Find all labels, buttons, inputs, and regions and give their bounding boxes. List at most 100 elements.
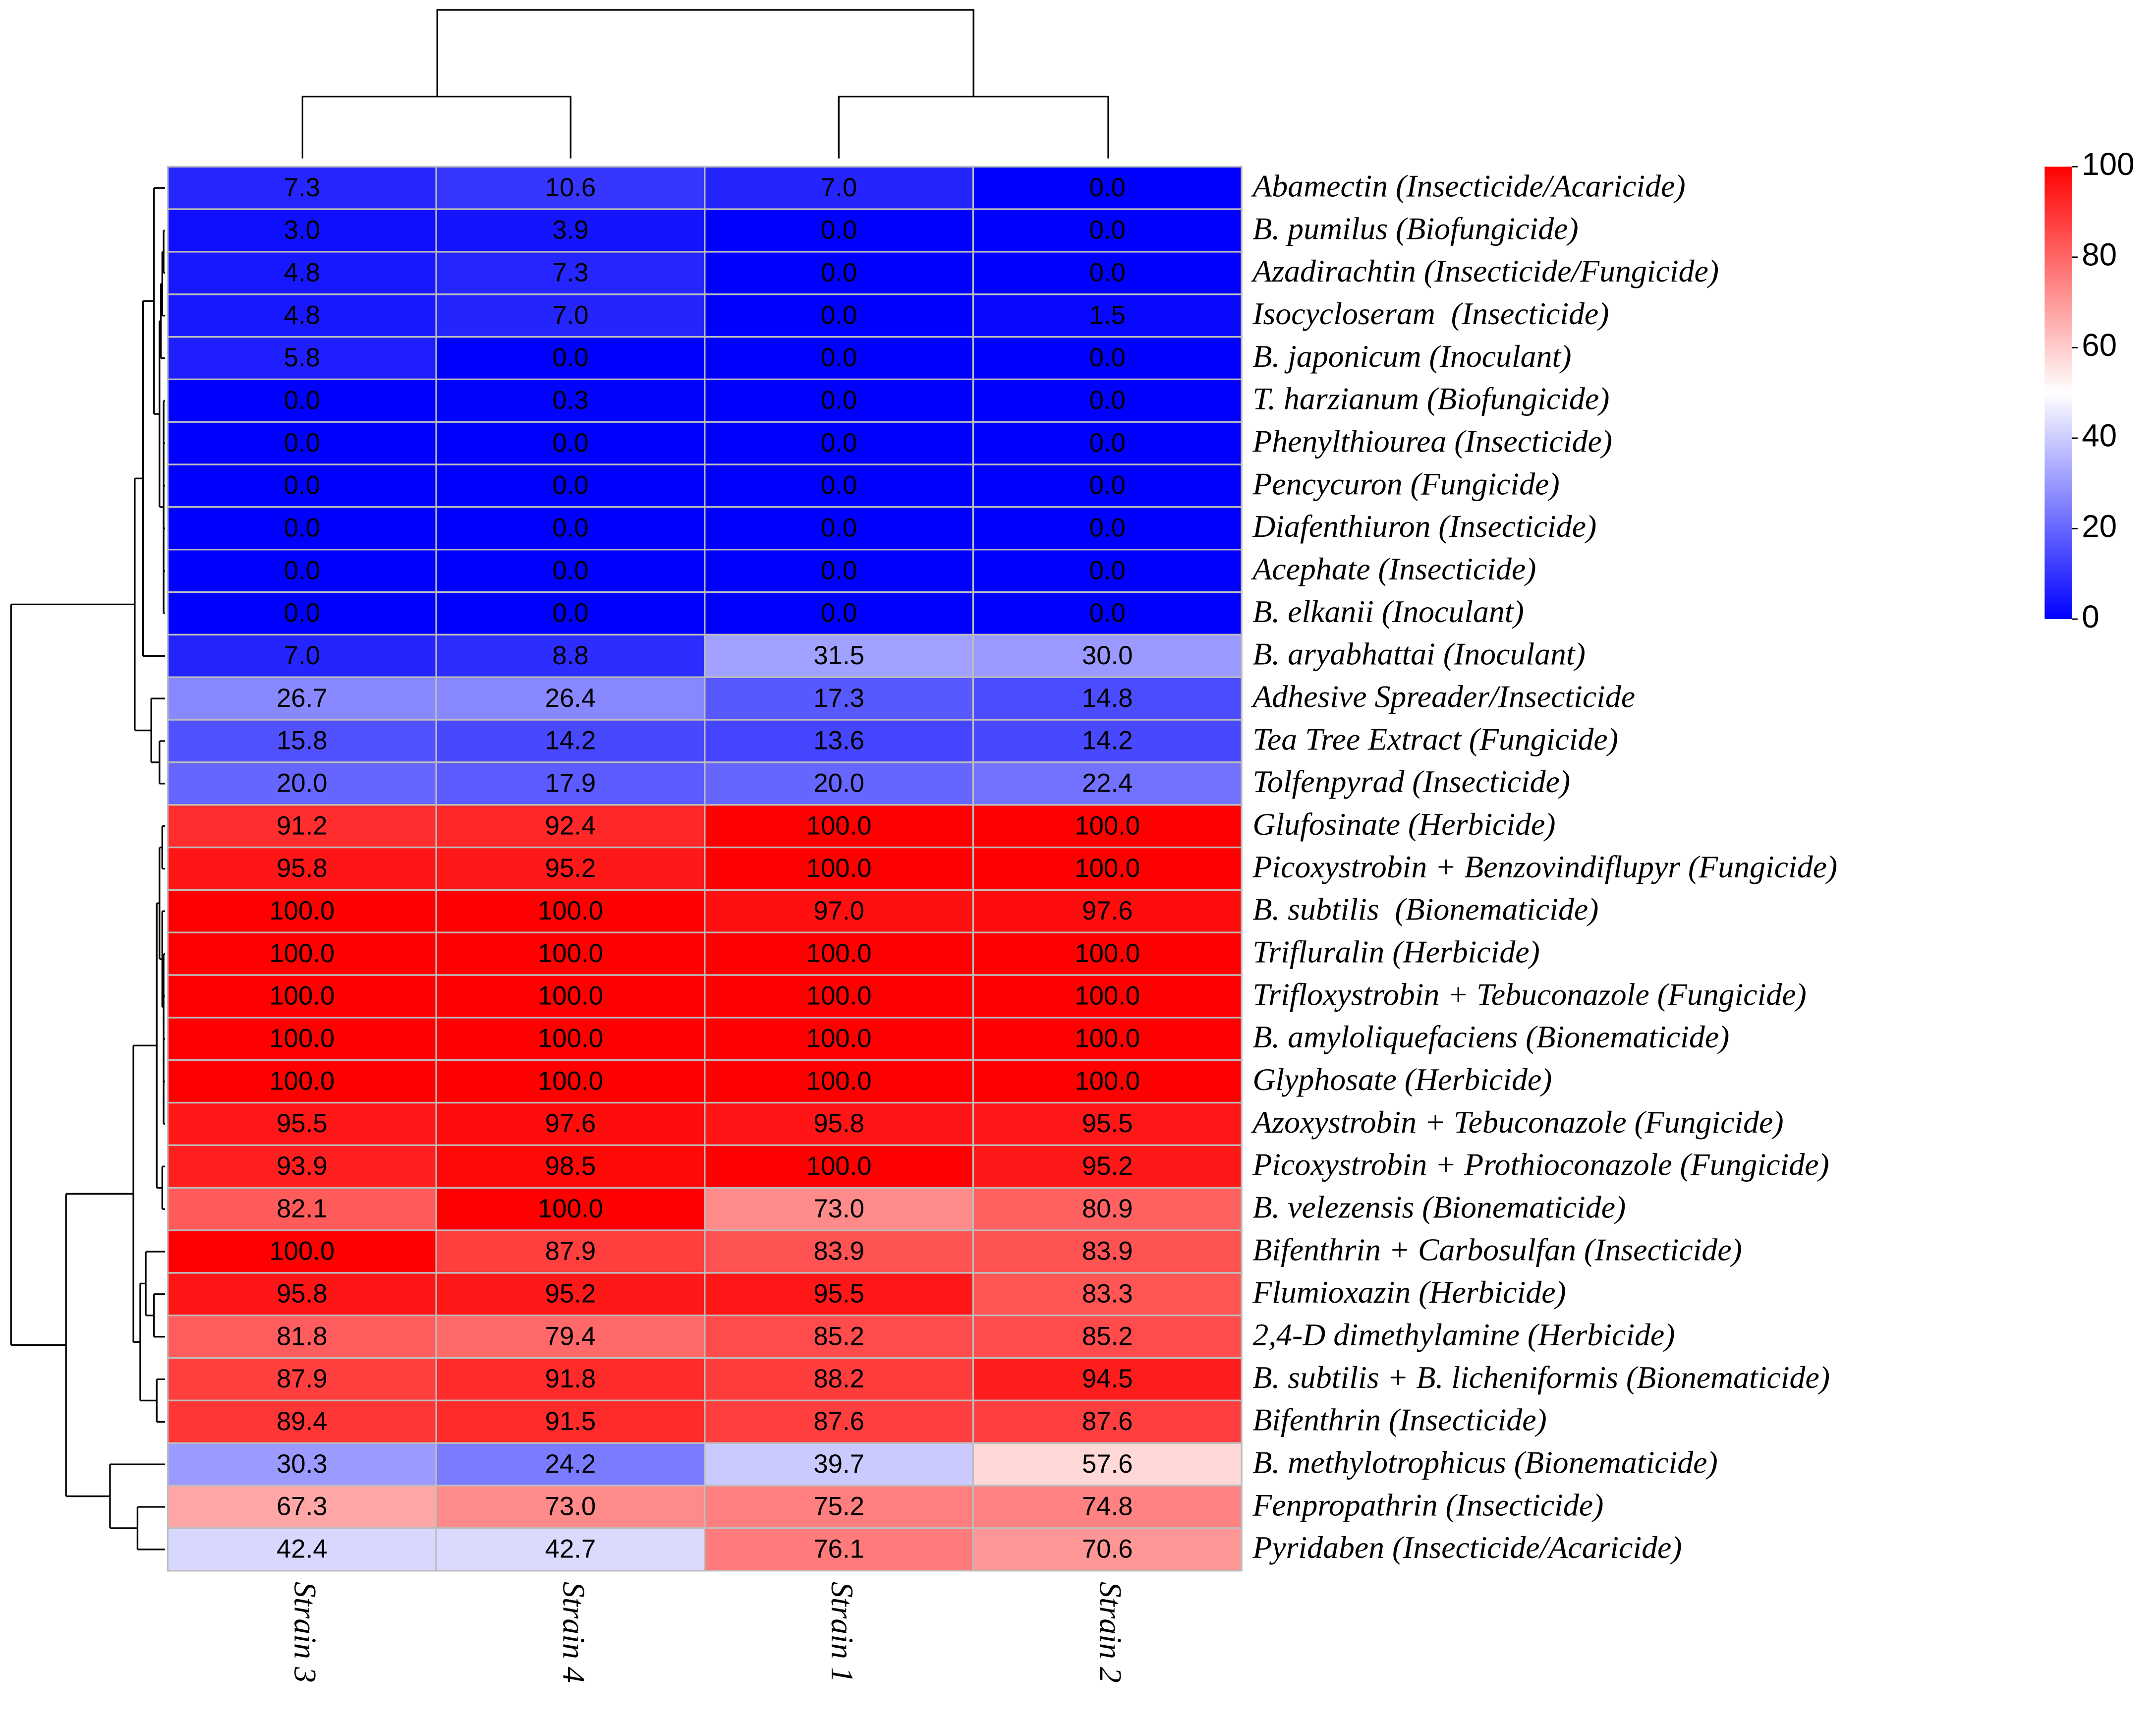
heatmap-cell bbox=[972, 1272, 1243, 1317]
cell-label: 70.6 bbox=[1082, 1535, 1133, 1564]
cell-label: 87.6 bbox=[1082, 1407, 1133, 1436]
cell-label: 14.8 bbox=[1082, 684, 1133, 713]
heatmap-cell bbox=[972, 1527, 1243, 1572]
row-label: Trifluralin (Herbicide) bbox=[1252, 934, 1539, 970]
cell-label: 100.0 bbox=[269, 896, 335, 925]
cell-label: 100.0 bbox=[806, 1024, 872, 1053]
cell-label: 17.9 bbox=[545, 769, 596, 798]
cell-label: 75.2 bbox=[813, 1492, 864, 1521]
heatmap-cell bbox=[704, 378, 974, 423]
cell-label: 100.0 bbox=[269, 981, 335, 1011]
cell-label: 0.0 bbox=[284, 471, 320, 500]
cell-label: 7.3 bbox=[284, 173, 320, 202]
heatmap-cell bbox=[435, 378, 706, 423]
cell-label: 74.8 bbox=[1082, 1492, 1133, 1521]
cell-label: 0.0 bbox=[284, 428, 320, 458]
cell-label: 100.0 bbox=[269, 1024, 335, 1053]
cell-label: 10.6 bbox=[545, 173, 596, 202]
heatmap-cell bbox=[972, 506, 1243, 551]
cell-label: 83.9 bbox=[813, 1237, 864, 1266]
heatmap-cell bbox=[704, 846, 974, 891]
row-label: Flumioxazin (Herbicide) bbox=[1252, 1274, 1566, 1310]
heatmap-cell bbox=[435, 166, 706, 210]
heatmap-cell bbox=[704, 421, 974, 465]
cell-label: 73.0 bbox=[545, 1492, 596, 1521]
heatmap-cell bbox=[435, 1187, 706, 1231]
cell-label: 0.3 bbox=[552, 386, 588, 415]
cell-label: 42.4 bbox=[277, 1535, 328, 1564]
heatmap-cell bbox=[435, 846, 706, 891]
cell-label: 7.0 bbox=[552, 300, 588, 330]
heatmap-cell bbox=[704, 761, 974, 806]
cell-label: 30.0 bbox=[1082, 641, 1133, 670]
cell-label: 57.6 bbox=[1082, 1449, 1133, 1479]
cell-label: 100.0 bbox=[269, 939, 335, 968]
heatmap-cell bbox=[167, 974, 437, 1019]
row-label: B. elkanii (Inoculant) bbox=[1252, 594, 1524, 629]
heatmap-cell bbox=[167, 1442, 437, 1487]
row-label: B. subtilis + B. licheniformis (Bionemat… bbox=[1252, 1360, 1830, 1395]
heatmap-cell bbox=[972, 804, 1243, 849]
cell-label: 0.0 bbox=[821, 514, 857, 543]
row-label: Isocycloseram (Insecticide) bbox=[1252, 296, 1609, 331]
heatmap-cell bbox=[972, 1017, 1243, 1061]
cell-label: 91.8 bbox=[545, 1364, 596, 1393]
column-label: Strain 4 bbox=[556, 1582, 591, 1683]
heatmap-cell bbox=[972, 676, 1243, 721]
cell-label: 5.8 bbox=[284, 343, 320, 372]
colorbar-tick-label: 60 bbox=[2082, 327, 2117, 363]
cell-label: 0.0 bbox=[821, 300, 857, 330]
heatmap-cell bbox=[972, 549, 1243, 593]
cell-label: 0.0 bbox=[552, 556, 588, 585]
cell-label: 3.9 bbox=[552, 216, 588, 245]
row-label: Picoxystrobin + Prothioconazole (Fungici… bbox=[1252, 1147, 1829, 1182]
row-label: 2,4-D dimethylamine (Herbicide) bbox=[1252, 1317, 1675, 1352]
cell-label: 0.0 bbox=[1089, 514, 1126, 543]
cell-label: 7.3 bbox=[552, 258, 588, 288]
cell-label: 0.0 bbox=[1089, 343, 1126, 372]
heatmap-cell bbox=[167, 804, 437, 849]
heatmap-cell bbox=[435, 1399, 706, 1444]
cell-label: 0.0 bbox=[821, 471, 857, 500]
cell-label: 100.0 bbox=[538, 981, 603, 1011]
row-label: T. harzianum (Biofungicide) bbox=[1252, 381, 1609, 416]
heatmap-cell bbox=[704, 1101, 974, 1147]
row-label: B. pumilus (Biofungicide) bbox=[1252, 211, 1578, 246]
heatmap-cell bbox=[972, 931, 1243, 976]
heatmap-cell bbox=[435, 931, 706, 976]
heatmap-cell bbox=[704, 1187, 974, 1231]
heatmap-cell bbox=[704, 336, 974, 381]
heatmap-cell bbox=[167, 1527, 437, 1572]
row-label: B. subtilis (Bionematicide) bbox=[1252, 892, 1598, 927]
cell-label: 4.8 bbox=[284, 300, 320, 330]
row-label: Bifenthrin (Insecticide) bbox=[1252, 1402, 1546, 1438]
heatmap-cell bbox=[972, 166, 1243, 210]
cell-label: 83.3 bbox=[1082, 1279, 1133, 1309]
cell-label: 87.9 bbox=[545, 1237, 596, 1266]
cell-label: 100.0 bbox=[806, 854, 872, 883]
cell-label: 0.0 bbox=[284, 386, 320, 415]
heatmap-cell bbox=[972, 421, 1243, 465]
cell-label: 82.1 bbox=[277, 1194, 328, 1223]
cell-label: 0.0 bbox=[552, 598, 588, 628]
colorbar-tick-label: 100 bbox=[2082, 146, 2134, 182]
cell-label: 0.0 bbox=[1089, 258, 1126, 288]
cell-label: 0.0 bbox=[552, 471, 588, 500]
cell-label: 20.0 bbox=[277, 769, 328, 798]
heatmap-cell bbox=[972, 591, 1243, 636]
cell-label: 0.0 bbox=[821, 428, 857, 458]
cell-label: 0.0 bbox=[821, 258, 857, 288]
row-label: Glyphosate (Herbicide) bbox=[1252, 1062, 1552, 1097]
cell-label: 85.2 bbox=[1082, 1322, 1133, 1351]
cell-label: 0.0 bbox=[552, 343, 588, 372]
heatmap-cell bbox=[704, 1485, 974, 1529]
cell-label: 0.0 bbox=[1089, 428, 1126, 458]
cell-label: 100.0 bbox=[538, 1066, 603, 1095]
cell-label: 0.0 bbox=[284, 556, 320, 585]
heatmap-cell bbox=[167, 336, 437, 381]
cell-label: 88.2 bbox=[813, 1364, 864, 1393]
heatmap-cell bbox=[704, 463, 974, 508]
heatmap-cell bbox=[167, 1017, 437, 1061]
heatmap-cell bbox=[972, 889, 1243, 933]
